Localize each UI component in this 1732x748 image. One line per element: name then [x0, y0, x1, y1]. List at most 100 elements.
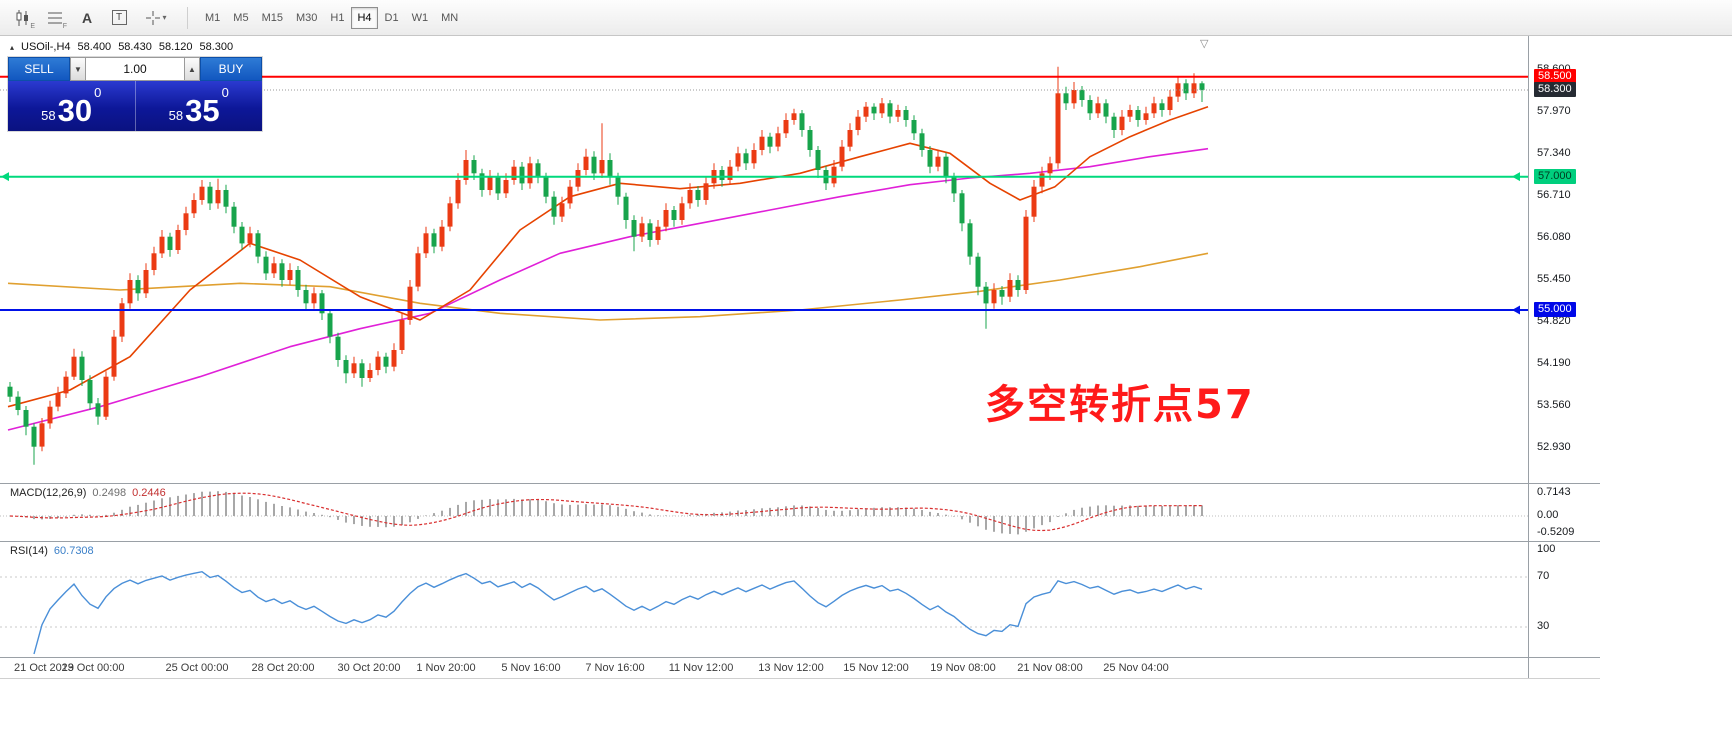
sell-price-pips: 30 [57, 93, 93, 128]
chart-lines-icon[interactable]: F [40, 5, 70, 31]
buy-price-pips: 35 [185, 93, 220, 128]
price-tick: 52.930 [1537, 441, 1571, 453]
down-arrow-icon: ▼ [74, 64, 82, 74]
timeframe-button-h1[interactable]: H1 [330, 11, 345, 24]
icon-badge: F [62, 22, 67, 30]
sell-button[interactable]: SELL [8, 57, 70, 81]
volume-decrease-button[interactable]: ▼ [70, 57, 86, 81]
macd-name: MACD(12,26,9) [10, 487, 87, 499]
crosshair-tool-icon[interactable]: ▾ [136, 5, 176, 31]
pane-separator[interactable] [0, 483, 1600, 484]
macd-axis-value: -0.5209 [1537, 526, 1575, 538]
macd-signal-value: 0.2446 [132, 487, 166, 499]
timeframe-button-m30[interactable]: M30 [295, 11, 318, 24]
buy-price-sup: 0 [221, 85, 229, 100]
buy-price-display[interactable]: 58 35 0 [136, 81, 263, 131]
rsi-axis-value: 30 [1537, 620, 1550, 632]
sell-price-prefix: 58 [41, 108, 56, 123]
price-divider [134, 81, 136, 131]
sell-price-display[interactable]: 58 30 0 [8, 81, 135, 131]
volume-increase-button[interactable]: ▲ [184, 57, 200, 81]
buy-button[interactable]: BUY [200, 57, 262, 81]
rsi-value: 60.7308 [53, 545, 94, 557]
date-axis-label: 19 Nov 08:00 [930, 662, 996, 674]
text-tool-icon[interactable]: A [72, 5, 102, 31]
timeframe-button-m15[interactable]: M15 [261, 11, 283, 24]
price-tick: 57.970 [1537, 105, 1571, 117]
price-tick: 54.190 [1537, 357, 1571, 369]
rsi-axis-value: 100 [1537, 543, 1556, 555]
main-price-chart[interactable] [0, 36, 1528, 483]
ohlc-open: 58.400 [77, 41, 112, 53]
rsi-name: RSI(14) [10, 545, 48, 557]
trade-controls-row: SELL ▼ ▲ BUY [8, 57, 262, 81]
date-axis-label: 11 Nov 12:00 [668, 662, 734, 674]
up-arrow-icon: ▲ [188, 64, 196, 74]
ohlc-high: 58.430 [118, 41, 152, 53]
candles-glyph [16, 9, 28, 26]
date-axis-label: 21 Nov 08:00 [1017, 662, 1083, 674]
price-axis[interactable]: 58.60057.97057.34056.71056.08055.45054.8… [1530, 0, 1602, 678]
timeframe-button-w1[interactable]: W1 [411, 11, 429, 24]
toolbar: E F A T ▾ M1 M5 M15 M30 H1 H4 D1 W1 MN [0, 0, 1732, 36]
macd-panel[interactable] [0, 484, 1528, 541]
date-axis-label: 21 Oct 2019 [14, 662, 74, 674]
crosshair-glyph [146, 10, 161, 25]
date-axis-label: 25 Nov 04:00 [1103, 662, 1169, 674]
timeframe-button-m1[interactable]: M1 [205, 11, 221, 24]
pane-separator[interactable] [0, 541, 1600, 542]
date-axis-label: 25 Oct 00:00 [165, 662, 229, 674]
chart-bottom-border [0, 678, 1600, 679]
lines-glyph [48, 12, 62, 23]
macd-main-value: 0.2498 [92, 487, 127, 499]
timeframe-button-mn[interactable]: MN [441, 11, 459, 24]
price-line-label: 55.000 [1534, 302, 1576, 317]
volume-input[interactable] [86, 57, 184, 81]
price-line-label: 57.000 [1534, 169, 1576, 184]
label-tool-icon[interactable]: T [104, 5, 134, 31]
letter-t-glyph: T [111, 10, 127, 25]
pane-separator[interactable] [0, 657, 1600, 658]
ma-slow-orange [7, 252, 1209, 321]
rsi-panel[interactable] [0, 542, 1528, 657]
price-tick: 54.820 [1537, 315, 1571, 327]
bid-ask-display: 58 30 0 58 35 0 [8, 81, 262, 131]
price-tick: 56.710 [1537, 189, 1571, 201]
timeframe-button-d1[interactable]: D1 [384, 11, 399, 24]
sell-price-sup: 0 [94, 85, 102, 100]
icon-badge: E [30, 22, 35, 30]
ma-mid-magenta [7, 147, 1209, 431]
price-tick: 57.340 [1537, 147, 1571, 159]
ohlc-close: 58.300 [199, 41, 234, 53]
date-axis-label: 28 Oct 20:00 [251, 662, 315, 674]
candlestick-chart-icon[interactable]: E [8, 5, 38, 31]
date-axis[interactable]: 21 Oct 2019 23 Oct 00:00 25 Oct 00:00 28 Oc… [0, 658, 1528, 678]
price-tick: 53.560 [1537, 399, 1571, 411]
date-axis-label: 30 Oct 20:00 [337, 662, 401, 674]
timeframe-button-m5[interactable]: M5 [233, 11, 249, 24]
symbol-name: USOil-,H4 [21, 41, 71, 53]
letter-a-glyph: A [81, 9, 93, 26]
rsi-label: RSI(14) 60.7308 [10, 545, 94, 557]
price-line-label: 58.500 [1534, 69, 1576, 84]
one-click-trading-panel: SELL ▼ ▲ BUY 58 30 0 58 35 0 [8, 57, 262, 131]
chart-shift-marker-icon[interactable]: ▽ [1200, 38, 1209, 50]
date-axis-label: 13 Nov 12:00 [758, 662, 824, 674]
timeframe-group: M1 M5 M15 M30 H1 H4 D1 W1 MN [199, 6, 464, 29]
date-axis-label: 23 Oct 00:00 [61, 662, 125, 674]
date-axis-label: 7 Nov 16:00 [585, 662, 645, 674]
chart-annotation-text: 多空转折点57 [985, 382, 1255, 428]
symbol-ohlc-header: ▴ USOil-,H4 58.400 58.430 58.120 58.300 [10, 41, 233, 53]
timeframe-button-h4[interactable]: H4 [351, 6, 378, 29]
price-axis-border [1528, 36, 1529, 678]
date-axis-label: 1 Nov 20:00 [416, 662, 476, 674]
macd-axis-value: 0.7143 [1537, 486, 1571, 498]
price-tick: 56.080 [1537, 231, 1571, 243]
macd-axis-value: 0.00 [1537, 509, 1559, 521]
rsi-axis-value: 70 [1537, 570, 1550, 582]
price-tick: 55.450 [1537, 273, 1571, 285]
chevron-down-icon: ▾ [162, 13, 167, 22]
toolbar-separator [187, 6, 188, 29]
expand-arrow-icon[interactable]: ▴ [10, 42, 15, 52]
